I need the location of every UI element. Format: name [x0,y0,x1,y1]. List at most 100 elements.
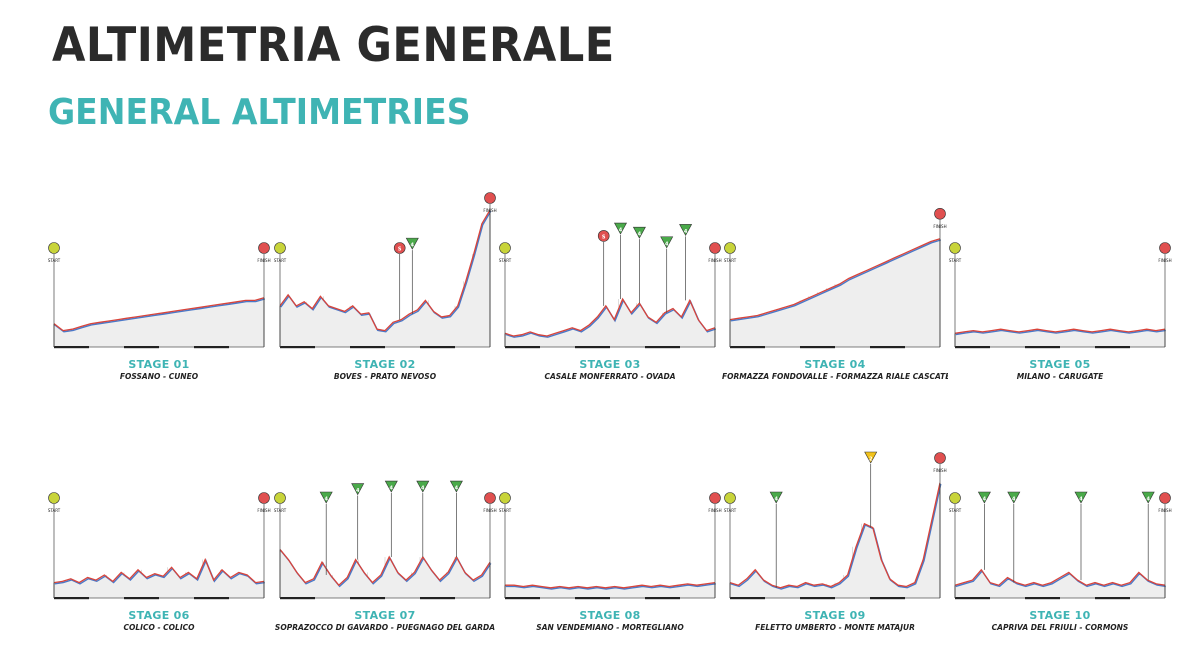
stage-label: STAGE 02 [354,358,416,371]
finish-marker-icon [934,452,946,464]
finish-marker-icon [258,242,270,254]
kom-marker-label: 4 [356,488,360,494]
profile-line [954,328,1166,334]
profile-area [730,482,940,598]
profile-area [955,569,1165,598]
kom-marker-icon [660,236,674,249]
distance-bar [575,597,610,600]
route-label: SOPRAZOCCO DI GAVARDO - PUEGNAGO DEL GAR… [274,623,496,632]
kom-marker-icon [1007,491,1021,504]
page-subtitle: GENERAL ALTIMETRIES [48,92,471,133]
distance-bar [280,346,315,349]
distance-bar [280,597,315,600]
kom-marker-label: 4 [684,229,688,235]
profile-line [504,297,716,337]
sprint-marker-label: S [602,234,606,240]
profile-line-shadow [505,583,716,590]
kom-marker-label: 4 [774,497,778,503]
profile-line-shadow [730,483,942,590]
start-marker-icon [499,492,511,504]
profile-area [54,559,264,598]
distance-bar [730,597,765,600]
start-marker-label: START [949,508,962,513]
distance-bar [505,346,540,349]
start-marker-icon [949,242,961,254]
start-marker-label: START [499,258,512,263]
kom-marker-icon [1141,491,1155,504]
kom-marker-icon [769,491,783,504]
profile-area [280,210,490,347]
kom-marker-label: 4 [421,486,425,492]
finish-marker-icon [709,492,721,504]
distance-bar [870,597,905,600]
kom-marker-label: 4 [1012,497,1016,503]
distance-bar [955,597,990,600]
distance-bar [54,346,89,349]
finish-marker-icon [484,192,496,204]
profile-area [730,238,940,347]
distance-bar [124,597,159,600]
finish-marker-label: FINISH [708,508,721,513]
finish-marker-icon [1159,492,1171,504]
route-label: CASALE MONFERRATO - OVADA [544,372,676,381]
route-label: CAPRIVA DEL FRIULI - CORMONS [991,623,1129,632]
kom-marker-label: 4 [455,486,459,492]
distance-bar [54,597,89,600]
finish-marker-label: FINISH [1158,508,1171,513]
profile-line [954,568,1166,586]
stage-label: STAGE 08 [579,609,641,622]
distance-bar [420,597,455,600]
distance-bar [955,346,990,349]
distance-bar [1025,346,1060,349]
route-label: FELETTO UMBERTO - MONTE MATAJUR [755,623,915,632]
distance-bar [1095,597,1130,600]
distance-bar [1095,346,1130,349]
finish-marker-icon [484,492,496,504]
finish-marker-label: FINISH [483,208,496,213]
start-marker-label: START [48,258,61,263]
sprint-marker-label: S [398,247,402,253]
distance-bar [124,346,159,349]
kom-marker-icon [613,222,628,235]
profile-area [280,549,490,598]
kom-marker-icon [351,483,365,496]
distance-bar [420,346,455,349]
distance-bar [800,597,835,600]
bonus-marker-icon [864,451,878,464]
stage-label: STAGE 03 [579,358,641,371]
finish-marker-label: FINISH [483,508,496,513]
sprint-marker-icon [597,230,610,242]
start-marker-icon [48,492,60,504]
distance-bar [575,346,610,349]
start-marker-icon [724,242,736,254]
stage-label: STAGE 09 [804,609,866,622]
start-marker-icon [724,492,736,504]
profile-line-shadow [955,329,1166,336]
kom-marker-label: 4 [983,497,987,503]
finish-marker-label: FINISH [257,508,270,513]
profile-line [53,557,265,584]
kom-marker-label: 4 [665,241,669,247]
kom-marker-label: 4 [638,232,642,238]
bonus-marker-label: 2 [869,457,873,463]
route-label: COLICO - COLICO [123,623,195,632]
kom-marker-label: 4 [1146,497,1150,503]
distance-bar [645,597,680,600]
kom-marker-label: 4 [1079,497,1083,503]
start-marker-icon [48,242,60,254]
distance-bar [350,346,385,349]
distance-bar [505,597,540,600]
start-marker-label: START [724,258,737,263]
distance-bar [194,597,229,600]
finish-marker-label: FINISH [257,258,270,263]
distance-bar [730,346,765,349]
finish-marker-label: FINISH [933,224,946,229]
kom-marker-icon [405,237,419,250]
finish-marker-icon [934,207,946,220]
kom-marker-icon [679,224,693,237]
start-marker-icon [949,492,961,504]
distance-bar [645,346,680,349]
route-label: MILANO - CARUGATE [1016,372,1104,381]
start-marker-icon [499,242,511,254]
kom-marker-icon [632,226,646,239]
